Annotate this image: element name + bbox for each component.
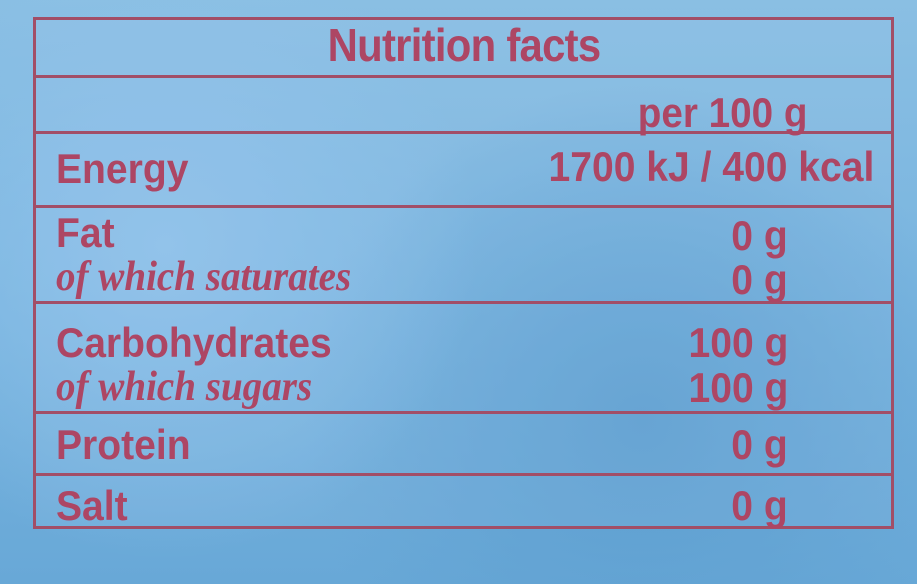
protein-row: Protein 0 g	[36, 414, 891, 476]
nutrition-facts-table: Nutrition facts per 100 g Energy 1700 kJ…	[33, 17, 894, 529]
table-title-row: Nutrition facts	[36, 20, 891, 78]
table-title: Nutrition facts	[327, 19, 601, 71]
protein-label: Protein	[56, 421, 191, 468]
serving-basis-row: per 100 g	[36, 78, 891, 134]
sugars-value: 100 g	[688, 364, 788, 411]
saturates-value: 0 g	[731, 256, 788, 303]
serving-basis-label: per 100 g	[637, 89, 807, 136]
carbohydrates-row: Carbohydrates 100 g of which sugars 100 …	[36, 304, 891, 414]
energy-label: Energy	[56, 145, 189, 192]
salt-value: 0 g	[731, 482, 788, 529]
saturates-label: of which saturates	[56, 254, 352, 300]
sugars-label: of which sugars	[56, 364, 313, 410]
salt-label: Salt	[56, 482, 128, 529]
fat-label: Fat	[56, 209, 115, 256]
energy-row: Energy 1700 kJ / 400 kcal	[36, 134, 891, 208]
salt-row: Salt 0 g	[36, 476, 891, 532]
carbohydrates-value: 100 g	[688, 319, 788, 366]
energy-value: 1700 kJ / 400 kcal	[548, 143, 874, 190]
fat-row: Fat 0 g of which saturates 0 g	[36, 208, 891, 304]
carbohydrates-label: Carbohydrates	[56, 319, 332, 366]
protein-value: 0 g	[731, 421, 788, 468]
fat-value: 0 g	[731, 212, 788, 259]
